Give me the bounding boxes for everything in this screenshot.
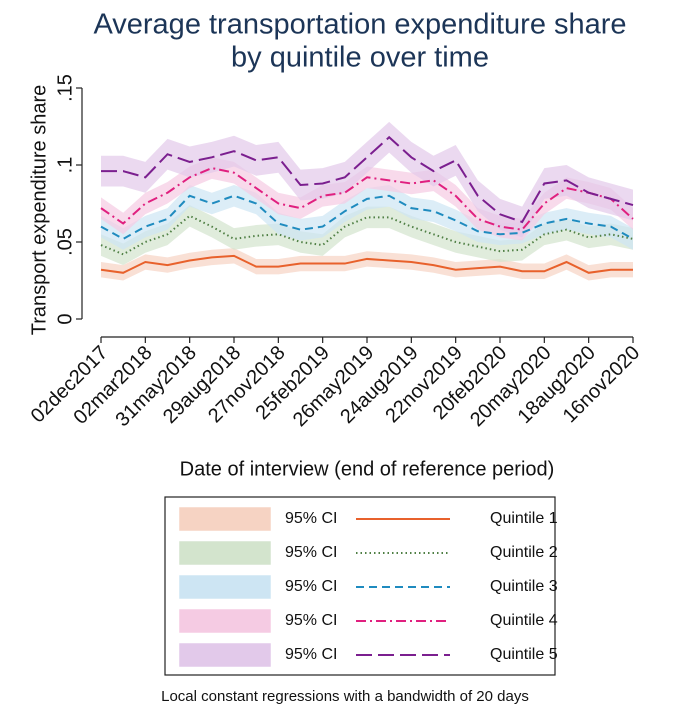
legend-label: Quintile 1 [490, 510, 558, 527]
legend-swatch [179, 541, 271, 565]
legend-label: 95% CI [285, 612, 337, 629]
y-axis-title: Transport expenditure share [28, 85, 50, 336]
y-tick-label: .15 [54, 74, 76, 102]
legend-label: Quintile 4 [490, 612, 558, 629]
series-line [100, 194, 634, 241]
series-line [100, 214, 634, 256]
chart-title: Average transportation expenditure share [93, 9, 626, 41]
legend-swatch [179, 575, 271, 599]
ci-band [101, 205, 633, 266]
note: Local constant regressions with a bandwi… [161, 688, 529, 705]
legend-label: Quintile 2 [490, 544, 558, 561]
y-tick-label: .05 [54, 228, 76, 256]
series-line [101, 135, 634, 224]
legend-label: Quintile 3 [490, 578, 558, 595]
legend-label: 95% CI [285, 510, 337, 527]
y-tick-label: .1 [54, 157, 76, 174]
chart-title: by quintile over time [231, 42, 489, 74]
legend-swatch [179, 609, 271, 633]
legend-label: 95% CI [285, 544, 337, 561]
legend-swatch [179, 507, 271, 531]
legend-label: Quintile 5 [490, 646, 558, 663]
legend-label: 95% CI [285, 646, 337, 663]
legend-box [164, 496, 556, 676]
series-line [100, 167, 634, 231]
legend-swatch [179, 643, 271, 667]
series-line [100, 254, 633, 274]
y-tick-label: 0 [54, 313, 76, 324]
x-axis-title: Date of interview (end of reference peri… [180, 458, 555, 480]
legend-label: 95% CI [285, 578, 337, 595]
